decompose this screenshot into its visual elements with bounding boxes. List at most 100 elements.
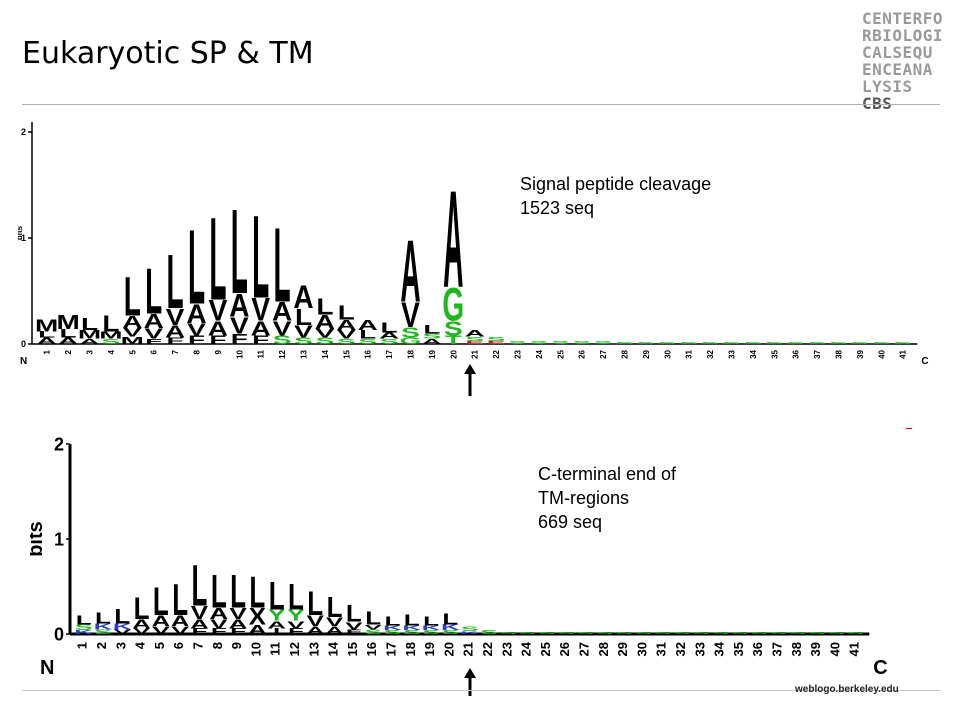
logo-letter: L [365, 608, 381, 628]
logo-letter: S [744, 341, 763, 344]
logo-letter: A [379, 331, 399, 341]
x-tick-label: 34 [749, 349, 758, 358]
logo-letter: M [35, 315, 58, 335]
logo-letter: L [423, 614, 439, 629]
logo-letter: V [364, 624, 382, 631]
logo-letter: S [786, 341, 805, 344]
logo-letter: L [404, 611, 420, 629]
logo-letter: S [693, 632, 710, 635]
logo-letter: F [230, 627, 246, 636]
logo-letter: S [530, 340, 549, 345]
logo-letter: L [249, 567, 265, 617]
logo-letter: S [594, 340, 613, 345]
x-tick-label: 23 [514, 349, 523, 358]
logo-letter: V [230, 313, 249, 338]
logo-letter: A [400, 222, 420, 320]
x-tick-label: 19 [422, 642, 437, 656]
logo-letter: S [316, 336, 335, 346]
x-tick-label: 13 [306, 642, 321, 656]
x-tick-label: 32 [706, 349, 715, 358]
logo-letter: F [188, 334, 205, 347]
logo-line: RBIOLOGI [862, 26, 944, 45]
logo-letter: V [229, 605, 247, 623]
y-tick-label: 1 [21, 233, 26, 243]
c-terminus-label: C [921, 356, 928, 367]
logo-letter: V [187, 320, 206, 340]
x-tick-label: 24 [519, 641, 534, 656]
logo-letter: M [56, 312, 79, 335]
logo-letter: V [287, 619, 305, 631]
x-tick-label: 14 [326, 641, 341, 656]
y-tick-label: 2 [21, 127, 26, 137]
logo-letter: E [487, 340, 506, 345]
logo-letter: V [166, 305, 185, 330]
logo-letter: L [192, 553, 208, 619]
x-tick-label: 28 [596, 642, 611, 656]
x-tick-label: 39 [808, 642, 823, 656]
n-terminus-label: N [40, 657, 54, 679]
logo-letter: K [383, 625, 402, 632]
logo-letter: F [211, 627, 227, 636]
x-tick-label: 33 [728, 349, 737, 358]
logo-letter: A [144, 310, 165, 333]
x-tick-label: 20 [441, 642, 456, 656]
logo-letter: L [172, 575, 188, 625]
logo-letter: S [538, 632, 555, 635]
logo-letter: L [153, 581, 169, 625]
cbs-logo: CENTERFO RBIOLOGI CALSEQU ENCEANA LYSIS … [862, 10, 952, 112]
logo-letter: A [465, 329, 485, 339]
x-tick-label: 39 [856, 349, 865, 358]
logo-letter: S [847, 632, 864, 635]
logo-letter: S [635, 632, 652, 635]
logo-letter: S [500, 632, 517, 635]
logo-letter: L [209, 195, 226, 326]
x-tick-label: 41 [899, 349, 908, 358]
logo-letter: S [893, 341, 912, 344]
logo-letter: V [123, 326, 143, 339]
logo-letter: L [288, 576, 304, 618]
logo-letter: A [358, 317, 378, 333]
x-tick-label: 36 [750, 642, 765, 656]
x-tick-label: 38 [789, 642, 804, 656]
x-tick-label: 26 [578, 349, 587, 358]
logo-letter: L [359, 328, 376, 341]
x-tick-label: 22 [480, 642, 495, 656]
logo-letter: F [252, 334, 269, 347]
logo-letter: L [327, 591, 343, 624]
x-tick-label: 31 [654, 642, 669, 656]
logo-letter: A [208, 318, 229, 341]
x-tick-label: 7 [190, 642, 205, 649]
y-tick-label: 1 [54, 529, 64, 549]
logo-letter: L [167, 240, 184, 325]
logo-letter: A [37, 336, 57, 346]
logo-letter: Y [268, 607, 285, 625]
logo-letter: S [422, 629, 439, 635]
logo-letter: A [229, 617, 248, 632]
logo-line: LYSIS [862, 77, 913, 96]
logo-letter: F [346, 628, 362, 635]
x-tick-label: 8 [210, 642, 225, 649]
logo-letter: T [445, 334, 462, 347]
x-tick-label: 19 [428, 349, 437, 358]
logo-letter: S [572, 340, 591, 345]
x-tick-label: 33 [692, 642, 707, 656]
y-tick-label: 2 [54, 434, 64, 454]
logo-letter: S [273, 334, 292, 347]
logo-letter: K [460, 630, 480, 634]
logo-letter: M [78, 328, 101, 341]
logo-letter: F [145, 338, 162, 346]
logo-letter: S [444, 318, 463, 341]
x-tick-label: 10 [235, 349, 244, 358]
logo-letter: A [422, 338, 443, 346]
x-tick-label: 18 [403, 642, 418, 656]
x-tick-label: 10 [248, 642, 263, 656]
x-tick-label: 1 [75, 642, 90, 649]
logo-letter: S [658, 341, 677, 344]
x-tick-label: 25 [556, 349, 565, 358]
x-tick-label: 7 [171, 349, 180, 354]
logo-line: CALSEQU [862, 43, 933, 62]
logo-letter: K [441, 624, 460, 633]
x-tick-label: 34 [712, 641, 727, 656]
logo-letter: I [273, 627, 280, 636]
logo-letter: V [133, 627, 151, 636]
